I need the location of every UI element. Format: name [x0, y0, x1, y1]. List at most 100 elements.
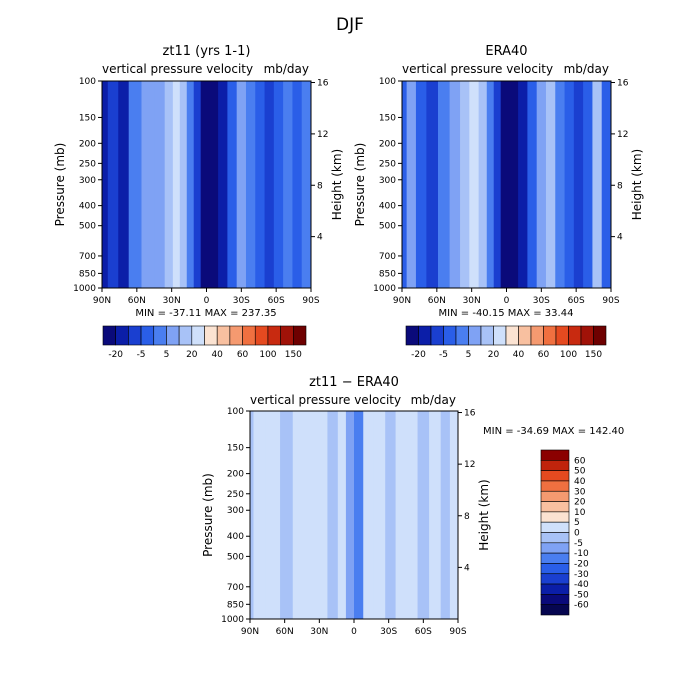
y-tick-label: 1000: [73, 284, 96, 294]
heatmap-band: [478, 81, 488, 288]
y2-tick-label: 16: [464, 409, 476, 419]
heatmap-band: [449, 411, 458, 619]
colorbar-box: [254, 325, 269, 346]
colorbar-box: [153, 325, 167, 346]
min-max-stats: MIN = -40.15 MAX = 33.44: [439, 308, 574, 319]
colorbar: -20 -5 5 20 40 60 100 150: [102, 325, 307, 360]
colorbar-label: -5: [574, 539, 583, 549]
x-tick-label: 90S: [602, 296, 619, 306]
colorbar-box: [166, 325, 180, 346]
heatmap-band: [545, 81, 556, 288]
colorbar-box: [540, 542, 570, 554]
heatmap-band: [385, 411, 397, 619]
colorbar-box: [468, 325, 482, 346]
x-tick-label: 60S: [568, 296, 585, 306]
colorbar-label: 20: [488, 350, 500, 360]
colorbar-box: [480, 325, 494, 346]
colorbar-label: 20: [186, 350, 198, 360]
y-tick-label: 250: [227, 490, 244, 500]
heatmap-band: [469, 81, 480, 288]
heatmap-band: [236, 81, 247, 288]
heatmap-band: [486, 81, 495, 288]
colorbar-label: 5: [164, 350, 170, 360]
heatmap-band: [280, 411, 294, 619]
colorbar-box: [293, 325, 307, 346]
heatmap-band: [415, 81, 427, 288]
colorbar-box: [493, 325, 507, 346]
colorbar-label: 20: [574, 498, 586, 508]
heatmap: [250, 411, 458, 619]
heatmap-band: [154, 81, 166, 288]
y2-tick-label: 16: [617, 79, 629, 89]
heatmap-band: [518, 81, 528, 288]
panel-subtitle: vertical pressure velocity: [402, 62, 553, 76]
y2-axis-label: Height (km): [330, 149, 344, 220]
heatmap-band: [141, 81, 155, 288]
colorbar-box: [102, 325, 116, 346]
colorbar-label: 10: [574, 508, 586, 518]
colorbar-box: [418, 325, 432, 346]
heatmap-band: [128, 81, 143, 288]
colorbar-box: [204, 325, 218, 346]
heatmap-band: [406, 411, 419, 619]
heatmap-band: [363, 411, 375, 619]
heatmap-band: [564, 81, 575, 288]
y-tick-label: 150: [379, 113, 396, 123]
y2-tick-label: 12: [617, 130, 628, 140]
heatmap-band: [283, 81, 294, 288]
colorbar-box: [280, 325, 294, 346]
colorbar-box: [540, 563, 570, 575]
heatmap-band: [265, 411, 281, 619]
heatmap-band: [186, 81, 195, 288]
y-axis-label: Pressure (mb): [201, 473, 215, 557]
heatmap-band: [406, 81, 417, 288]
colorbar-label: -10: [574, 549, 589, 559]
colorbar-label: 50: [574, 467, 586, 477]
y-tick-label: 300: [379, 176, 396, 186]
colorbar-box: [540, 480, 570, 492]
x-tick-label: 60N: [128, 296, 146, 306]
y-axis-label: Pressure (mb): [353, 143, 367, 227]
colorbar-label: -40: [574, 580, 589, 590]
colorbar-label: 60: [574, 456, 586, 466]
y-tick-label: 200: [79, 139, 96, 149]
heatmap-band: [354, 411, 364, 619]
y2-tick-label: 12: [464, 460, 475, 470]
heatmap: [402, 81, 611, 288]
colorbar-box: [540, 573, 570, 585]
colorbar-label: 5: [574, 518, 580, 528]
heatmap-band: [304, 411, 317, 619]
y-tick-label: 500: [227, 552, 244, 562]
panel-units: mb/day: [564, 62, 609, 76]
heatmap-band: [179, 81, 188, 288]
heatmap-band: [493, 81, 502, 288]
heatmap-band: [337, 411, 347, 619]
y2-tick-label: 12: [317, 130, 328, 140]
heatmap-band: [301, 81, 311, 288]
heatmap-band: [508, 81, 519, 288]
colorbar-label: -5: [439, 350, 448, 360]
colorbar-label: -20: [108, 350, 123, 360]
colorbar-box: [178, 325, 193, 346]
y-tick-label: 700: [227, 583, 244, 593]
y2-tick-label: 4: [317, 233, 323, 243]
heatmap-band: [440, 411, 451, 619]
colorbar-label: 0: [574, 529, 580, 539]
colorbar-box: [443, 325, 457, 346]
y-tick-label: 700: [79, 252, 96, 262]
heatmap-band: [592, 81, 603, 288]
colorbar-box: [580, 325, 594, 346]
x-tick-label: 90N: [93, 296, 111, 306]
heatmap-band: [417, 411, 430, 619]
heatmap-band: [164, 81, 174, 288]
heatmap: [102, 81, 311, 288]
x-tick-label: 30N: [463, 296, 481, 306]
x-tick-label: 90S: [302, 296, 319, 306]
y-tick-label: 200: [227, 470, 244, 480]
y-tick-label: 100: [227, 407, 244, 417]
x-tick-label: 30N: [310, 627, 328, 637]
heatmap-band: [245, 81, 256, 288]
panel-subtitle: vertical pressure velocity: [250, 393, 401, 407]
colorbar-label: -20: [574, 559, 589, 569]
